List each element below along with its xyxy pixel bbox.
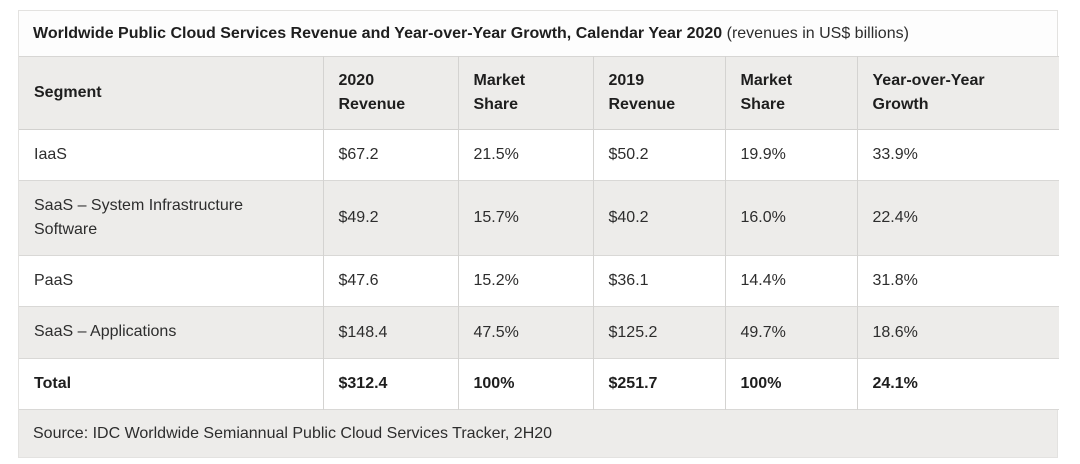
col-header-2019-revenue-label: 2019: [608, 72, 645, 89]
cloud-revenue-table: Segment 2020 Revenue Market Share 2019 Reve…: [19, 56, 1059, 410]
cell-2020-market-share: 15.7%: [457, 180, 593, 256]
cell-2019-revenue-total: $251.7: [592, 358, 725, 410]
cell-2020-market-share: 21.5%: [457, 129, 593, 181]
cell-2019-revenue: $36.1: [592, 255, 725, 307]
cell-2020-revenue-total: $312.4: [322, 358, 458, 410]
cell-yoy-growth: 18.6%: [856, 306, 1059, 359]
cell-yoy-growth: 33.9%: [856, 129, 1059, 181]
col-header-yoy-growth: Year-over-Year Growth: [856, 56, 1059, 130]
cell-2019-market-share: 49.7%: [724, 306, 857, 359]
cell-2019-revenue: $40.2: [592, 180, 725, 256]
cell-2019-market-share: 19.9%: [724, 129, 857, 181]
col-header-2020-market-share: Market Share: [457, 56, 593, 130]
cell-2019-market-share-total: 100%: [724, 358, 857, 410]
cell-2020-market-share: 47.5%: [457, 306, 593, 359]
cell-yoy-growth: 31.8%: [856, 255, 1059, 307]
cell-segment-total: Total: [34, 374, 72, 392]
col-header-2020-revenue: 2020 Revenue: [322, 56, 458, 130]
col-header-segment-label: Segment: [34, 84, 102, 101]
header-row: Segment 2020 Revenue Market Share 2019 Reve…: [19, 56, 1059, 130]
col-header-yoy-growth-label: Year-over-Year: [872, 72, 985, 89]
cell-yoy-growth: 22.4%: [856, 180, 1059, 256]
table-row-iaas: IaaS $67.2 21.5% $50.2 19.9% 33.9%: [19, 129, 1059, 181]
table-title-note: (revenues in US$ billions): [722, 25, 909, 42]
cell-2019-revenue: $125.2: [592, 306, 725, 359]
cell-segment: IaaS: [34, 146, 67, 163]
cell-segment: PaaS: [34, 272, 74, 290]
col-header-2019-market-share: Market Share: [724, 56, 857, 130]
cell-yoy-growth-total: 24.1%: [856, 358, 1059, 410]
cell-2020-revenue: $67.2: [322, 129, 458, 181]
col-header-2019-revenue: 2019 Revenue: [592, 56, 725, 130]
col-header-segment: Segment: [19, 57, 323, 130]
cell-2020-market-share-total: 100%: [457, 358, 593, 410]
table-title: Worldwide Public Cloud Services Revenue …: [19, 11, 1057, 56]
col-header-2020-market-share-label: Market: [473, 72, 526, 89]
cell-2020-revenue: $148.4: [322, 306, 458, 359]
cell-segment: SaaS – Applications: [34, 323, 177, 341]
cell-2019-market-share: 16.0%: [724, 180, 857, 256]
cloud-revenue-table-card: Worldwide Public Cloud Services Revenue …: [18, 10, 1059, 458]
table-row-saas-applications: SaaS – Applications $148.4 47.5% $125.2 …: [19, 306, 1059, 359]
cell-segment: SaaS – System Infrastructure Software: [34, 197, 243, 239]
cell-2020-revenue: $49.2: [322, 180, 458, 256]
col-header-2020-revenue-label: 2020: [338, 72, 375, 89]
table-row-total: Total $312.4 100% $251.7 100% 24.1%: [19, 358, 1059, 410]
cell-2020-market-share: 15.2%: [457, 255, 593, 307]
table-title-main: Worldwide Public Cloud Services Revenue …: [33, 25, 723, 42]
table-row-paas: PaaS $47.6 15.2% $36.1 14.4% 31.8%: [19, 255, 1059, 307]
cell-2019-revenue: $50.2: [592, 129, 725, 181]
cell-2019-market-share: 14.4%: [724, 255, 857, 307]
table-row-saas-system-infrastructure: SaaS – System Infrastructure Software $4…: [19, 180, 1059, 256]
source-note: Source: IDC Worldwide Semiannual Public …: [19, 409, 1057, 457]
cell-2020-revenue: $47.6: [322, 255, 458, 307]
col-header-2019-market-share-label: Market: [740, 72, 793, 89]
